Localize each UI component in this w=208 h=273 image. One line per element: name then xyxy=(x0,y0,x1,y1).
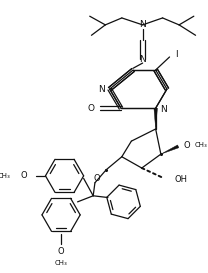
Text: O: O xyxy=(87,104,94,113)
Text: O: O xyxy=(93,174,100,183)
Text: N: N xyxy=(160,105,167,114)
Text: O: O xyxy=(58,247,64,256)
Polygon shape xyxy=(161,145,179,154)
Polygon shape xyxy=(154,108,157,129)
Text: CH₃: CH₃ xyxy=(195,143,207,149)
Text: CH₃: CH₃ xyxy=(55,260,67,266)
Text: N: N xyxy=(139,20,146,29)
Text: O: O xyxy=(183,141,190,150)
Text: I: I xyxy=(176,50,178,59)
Text: OH: OH xyxy=(175,175,188,184)
Text: N: N xyxy=(99,85,105,94)
Text: N: N xyxy=(139,55,146,64)
Text: CH₃: CH₃ xyxy=(0,173,11,179)
Text: O: O xyxy=(21,171,27,180)
